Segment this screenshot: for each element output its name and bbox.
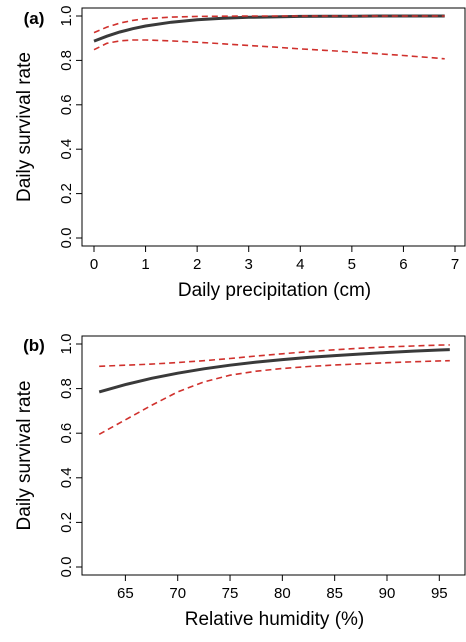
x-tick-label: 4	[296, 256, 304, 273]
x-tick-label: 1	[141, 256, 149, 273]
y-tick-label: 0.0	[58, 228, 75, 249]
confidence-bound-line	[98, 359, 450, 435]
y-tick-label: 0.0	[58, 557, 75, 578]
y-tick-label: 0.6	[58, 423, 75, 444]
x-tick-label: 95	[431, 585, 448, 602]
x-tick-label: 3	[245, 256, 253, 273]
x-axis-label: Relative humidity (%)	[185, 609, 365, 630]
x-axis-label: Daily precipitation (cm)	[178, 280, 371, 301]
panel-a: 0 1 2 3 4 5 6 7 0.0 0.2 0.4 0.6 0.8 1.0 Daily precipit…	[14, 6, 466, 301]
plot-frame	[81, 7, 466, 247]
panel-b: 65 70 75 80 85 90 95 0.0 0.2 0.4 0.6 0.8 1.0 Relative…	[14, 334, 466, 630]
y-tick-label: 0.4	[58, 467, 75, 488]
confidence-bound-line	[93, 15, 445, 34]
x-tick-label: 70	[169, 585, 186, 602]
y-tick-label: 1.0	[58, 334, 75, 355]
confidence-bound-line	[93, 39, 445, 60]
x-tick-label: 85	[326, 585, 343, 602]
x-tick-label: 80	[274, 585, 291, 602]
y-tick-label: 0.2	[58, 512, 75, 533]
plot-frame	[81, 335, 466, 576]
y-tick-label: 1.0	[58, 6, 75, 27]
x-tick-label: 0	[90, 256, 98, 273]
y-tick-label: 0.8	[58, 378, 75, 399]
x-tick-label: 7	[451, 256, 459, 273]
x-tick-label: 6	[399, 256, 407, 273]
estimate-line	[93, 14, 445, 43]
x-tick-label: 5	[348, 256, 356, 273]
estimate-line	[98, 348, 450, 394]
y-axis-label: Daily survival rate	[14, 381, 35, 531]
y-tick-label: 0.4	[58, 139, 75, 160]
x-tick-label: 65	[117, 585, 134, 602]
panel-label: (b)	[23, 336, 45, 355]
x-tick-label: 90	[379, 585, 396, 602]
y-tick-label: 0.8	[58, 50, 75, 71]
panel-label: (a)	[24, 9, 45, 28]
x-tick-label: 75	[222, 585, 239, 602]
y-tick-label: 0.6	[58, 94, 75, 115]
x-tick-label: 2	[193, 256, 201, 273]
y-tick-label: 0.2	[58, 183, 75, 204]
y-axis-label: Daily survival rate	[14, 52, 35, 202]
confidence-bound-line	[99, 344, 450, 368]
